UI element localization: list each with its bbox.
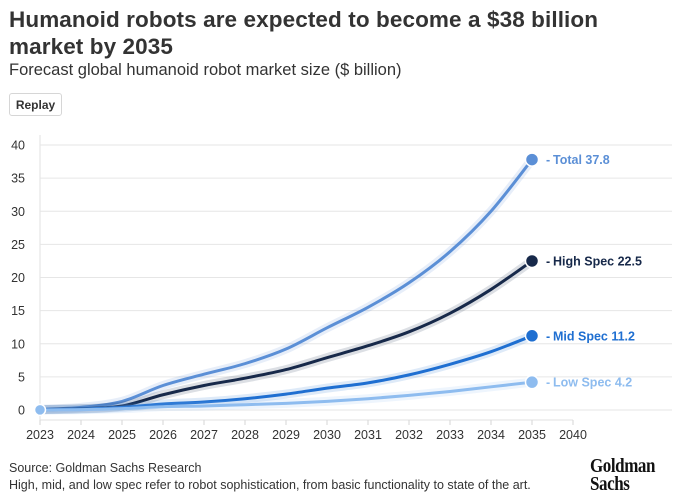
series-lines xyxy=(33,155,537,417)
x-tick-label: 2034 xyxy=(477,428,505,442)
chart-subtitle: Forecast global humanoid robot market si… xyxy=(9,61,402,79)
y-tick-label: 30 xyxy=(11,205,25,219)
x-tick-label: 2032 xyxy=(395,428,423,442)
high-spec-label-dash: - xyxy=(546,254,550,268)
high-spec-end-marker xyxy=(524,253,540,269)
x-tick-label: 2030 xyxy=(313,428,341,442)
chart-title: Humanoid robots are expected to become a… xyxy=(9,7,599,59)
x-tick-label: 2023 xyxy=(26,428,54,442)
y-tick-label: 25 xyxy=(11,238,25,252)
mid-spec-end-marker xyxy=(524,328,540,344)
note-text: High, mid, and low spec refer to robot s… xyxy=(9,478,531,492)
low-spec-line xyxy=(38,380,534,412)
gridlines xyxy=(39,135,672,420)
total-end-label: Total 37.8 xyxy=(553,153,610,167)
total-line xyxy=(38,158,534,411)
footer-notes: Source: Goldman Sachs Research High, mid… xyxy=(9,460,531,494)
y-tick-label: 40 xyxy=(11,139,25,153)
y-tick-label: 10 xyxy=(11,337,25,351)
start-marker xyxy=(33,403,47,417)
x-tick-label: 2028 xyxy=(231,428,259,442)
high-spec-end-label: High Spec 22.5 xyxy=(553,254,642,268)
mid-spec-end-label: Mid Spec 11.2 xyxy=(553,329,635,343)
logo-line-1: Goldman xyxy=(590,455,656,477)
total-label-dash: - xyxy=(546,153,550,167)
source-text: Source: Goldman Sachs Research xyxy=(9,461,202,475)
x-tick-label: 2024 xyxy=(67,428,95,442)
x-tick-label: 2026 xyxy=(149,428,177,442)
y-tick-label: 15 xyxy=(11,304,25,318)
x-axis: 2023 2024 2025 2026 2027 2028 2029 2030 2031 2032… xyxy=(26,419,587,442)
x-tick-label: 2033 xyxy=(436,428,464,442)
goldman-sachs-logo: Goldman Sachs xyxy=(590,455,656,495)
x-tick-label: 2031 xyxy=(354,428,382,442)
total-end-marker xyxy=(524,152,540,167)
y-tick-label: 5 xyxy=(18,370,25,384)
low-spec-end-label: Low Spec 4.2 xyxy=(553,376,632,390)
logo-line-2: Sachs xyxy=(590,473,630,495)
x-tick-label: 2040 xyxy=(559,428,587,442)
mid-spec-label-dash: - xyxy=(546,329,550,343)
x-tick-label: 2027 xyxy=(190,428,218,442)
low-spec-end-marker xyxy=(524,374,540,390)
end-labels: - Total 37.8- High Spec 22.5- Mid Spec 11.2… xyxy=(524,152,642,390)
x-tick-label: 2035 xyxy=(518,428,546,442)
x-tick-label: 2029 xyxy=(272,428,300,442)
x-tick-label: 2025 xyxy=(108,428,136,442)
y-axis: 0 5 10 15 20 25 30 35 40 xyxy=(11,139,25,418)
y-tick-label: 20 xyxy=(11,271,25,285)
y-tick-label: 0 xyxy=(18,404,25,418)
low-spec-label-dash: - xyxy=(546,376,550,390)
replay-button[interactable]: Replay xyxy=(9,93,62,116)
y-tick-label: 35 xyxy=(11,172,25,186)
